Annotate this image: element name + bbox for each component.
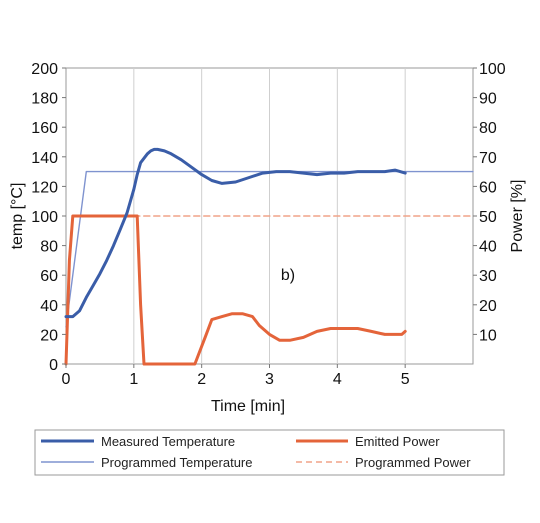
right-tick-label: 80 bbox=[479, 120, 497, 137]
annotation-label: b) bbox=[281, 267, 295, 284]
legend-label-programmed-temperature: Programmed Temperature bbox=[101, 455, 253, 470]
right-tick-label: 100 bbox=[479, 61, 506, 78]
right-tick-label: 30 bbox=[479, 268, 497, 285]
legend-label-programmed-power: Programmed Power bbox=[355, 455, 471, 470]
left-tick-label: 60 bbox=[40, 268, 58, 285]
series-line-emitted-power bbox=[64, 214, 407, 366]
x-tick-label: 1 bbox=[129, 371, 138, 388]
right-tick-label: 70 bbox=[479, 150, 497, 167]
right-tick-label: 90 bbox=[479, 91, 497, 108]
legend-label-measured-temperature: Measured Temperature bbox=[101, 434, 235, 449]
right-tick-label: 60 bbox=[479, 179, 497, 196]
left-tick-label: 80 bbox=[40, 239, 58, 256]
left-tick-label: 200 bbox=[31, 61, 58, 78]
right-tick-label: 50 bbox=[479, 209, 497, 226]
legend-box bbox=[34, 429, 505, 476]
left-axis-title: temp [°C] bbox=[9, 183, 26, 250]
x-tick-label: 3 bbox=[265, 371, 274, 388]
left-tick-label: 180 bbox=[31, 91, 58, 108]
left-tick-label: 140 bbox=[31, 150, 58, 167]
left-tick-label: 0 bbox=[49, 357, 58, 374]
left-tick-label: 160 bbox=[31, 120, 58, 137]
series-layer bbox=[64, 147, 474, 366]
legend-label-emitted-power: Emitted Power bbox=[355, 434, 440, 449]
left-tick-label: 100 bbox=[31, 209, 58, 226]
x-axis-title: Time [min] bbox=[211, 398, 285, 415]
x-tick-label: 2 bbox=[197, 371, 206, 388]
right-axis-title: Power [%] bbox=[509, 180, 526, 253]
x-tick-label: 5 bbox=[401, 371, 410, 388]
left-axis-ticks: 0 20 40 60 80 100 120 140 160 180 200 bbox=[31, 61, 66, 374]
right-tick-label: 10 bbox=[479, 327, 497, 344]
right-tick-label: 40 bbox=[479, 239, 497, 256]
left-tick-label: 20 bbox=[40, 327, 58, 344]
x-tick-label: 0 bbox=[62, 371, 71, 388]
left-tick-label: 40 bbox=[40, 298, 58, 315]
legend: Measured Temperature Programmed Temperat… bbox=[34, 429, 505, 476]
right-axis-ticks: 10 20 30 40 50 60 70 80 90 100 bbox=[473, 61, 506, 344]
right-tick-label: 20 bbox=[479, 298, 497, 315]
x-axis-ticks: 0 1 2 3 4 5 bbox=[62, 364, 410, 388]
series-line-measured-temperature bbox=[64, 147, 407, 319]
left-tick-label: 120 bbox=[31, 179, 58, 196]
x-tick-label: 4 bbox=[333, 371, 342, 388]
